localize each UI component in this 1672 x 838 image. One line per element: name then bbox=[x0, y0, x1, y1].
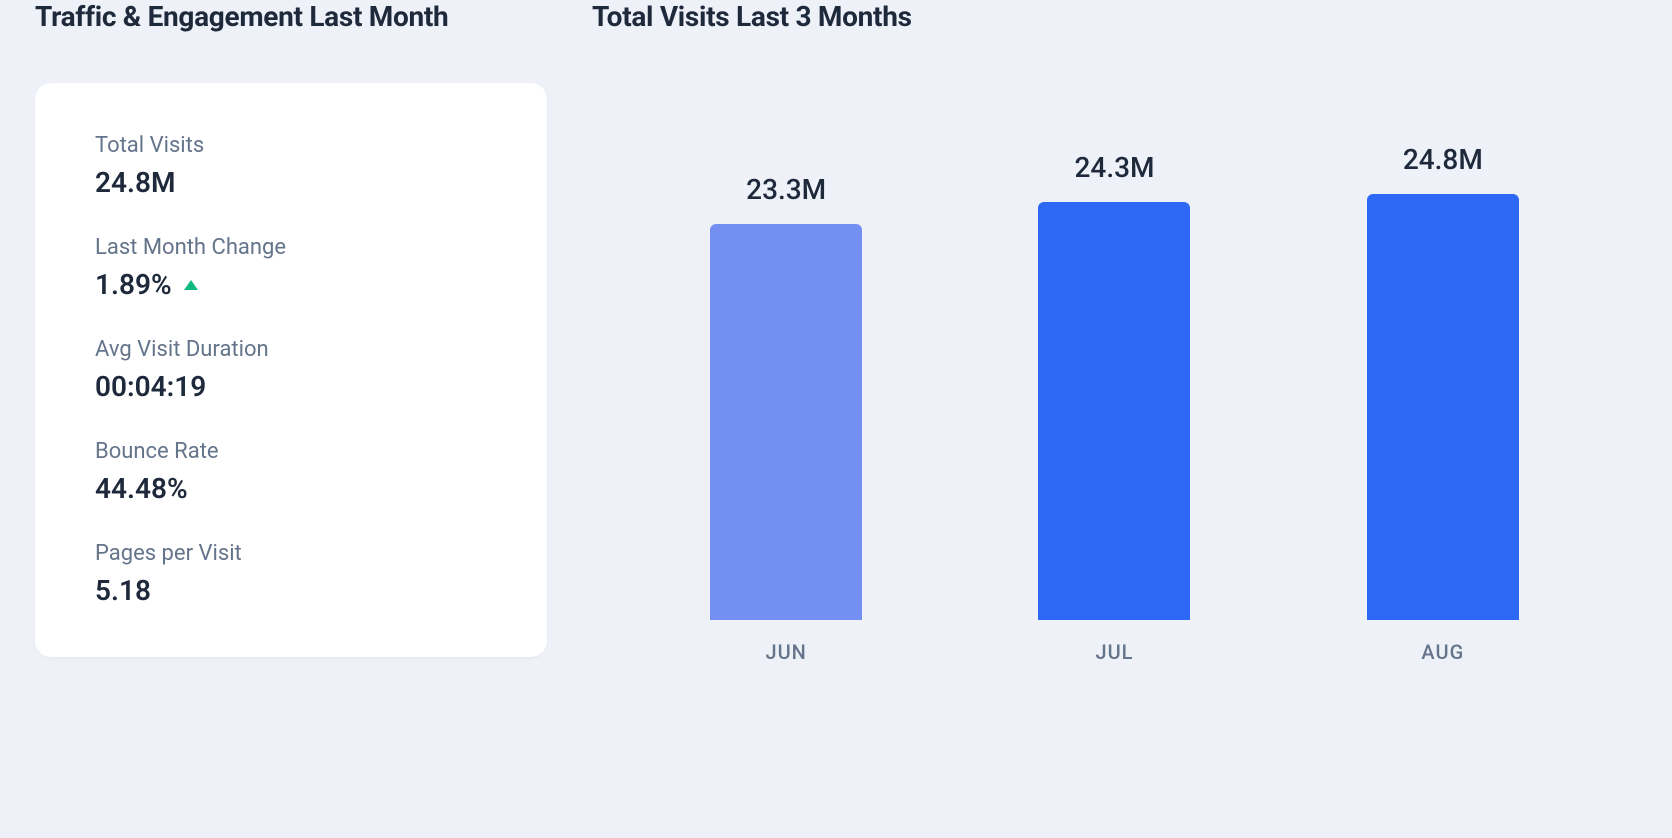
metric-label: Total Visits bbox=[95, 133, 487, 158]
metric-last-month-change: Last Month Change 1.89% bbox=[95, 235, 487, 301]
engagement-section: Traffic & Engagement Last Month Total Vi… bbox=[35, 0, 547, 664]
bar-jul bbox=[1038, 202, 1190, 620]
bar-jun bbox=[710, 224, 862, 620]
bars-container: 23.3M JUN 24.3M JUL 24.8M AUG bbox=[592, 143, 1637, 664]
metric-label: Pages per Visit bbox=[95, 541, 487, 566]
visits-chart-title: Total Visits Last 3 Months bbox=[592, 0, 1637, 33]
bar-label: JUN bbox=[765, 640, 806, 664]
metric-bounce-rate: Bounce Rate 44.48% bbox=[95, 439, 487, 505]
bar-group-jul: 24.3M JUL bbox=[950, 151, 1278, 664]
metric-value: 44.48% bbox=[95, 472, 487, 505]
metric-value-text: 1.89% bbox=[95, 268, 172, 301]
bar-aug bbox=[1367, 194, 1519, 620]
metric-label: Last Month Change bbox=[95, 235, 487, 260]
metric-value: 5.18 bbox=[95, 574, 487, 607]
metric-label: Avg Visit Duration bbox=[95, 337, 487, 362]
bar-group-aug: 24.8M AUG bbox=[1279, 143, 1607, 664]
metric-value: 24.8M bbox=[95, 166, 487, 199]
metric-value: 1.89% bbox=[95, 268, 487, 301]
bar-label: JUL bbox=[1095, 640, 1133, 664]
trend-up-icon bbox=[184, 280, 198, 290]
metric-value: 00:04:19 bbox=[95, 370, 487, 403]
bar-value: 23.3M bbox=[746, 173, 826, 206]
bar-group-jun: 23.3M JUN bbox=[622, 173, 950, 664]
metric-label: Bounce Rate bbox=[95, 439, 487, 464]
engagement-title: Traffic & Engagement Last Month bbox=[35, 0, 547, 33]
metric-avg-duration: Avg Visit Duration 00:04:19 bbox=[95, 337, 487, 403]
visits-chart-section: Total Visits Last 3 Months 23.3M JUN 24.… bbox=[592, 0, 1637, 664]
bar-label: AUG bbox=[1421, 640, 1464, 664]
metric-total-visits: Total Visits 24.8M bbox=[95, 133, 487, 199]
visits-chart: 23.3M JUN 24.3M JUL 24.8M AUG bbox=[592, 83, 1637, 664]
metrics-card: Total Visits 24.8M Last Month Change 1.8… bbox=[35, 83, 547, 657]
bar-value: 24.8M bbox=[1403, 143, 1483, 176]
bar-value: 24.3M bbox=[1074, 151, 1154, 184]
metric-pages-per-visit: Pages per Visit 5.18 bbox=[95, 541, 487, 607]
